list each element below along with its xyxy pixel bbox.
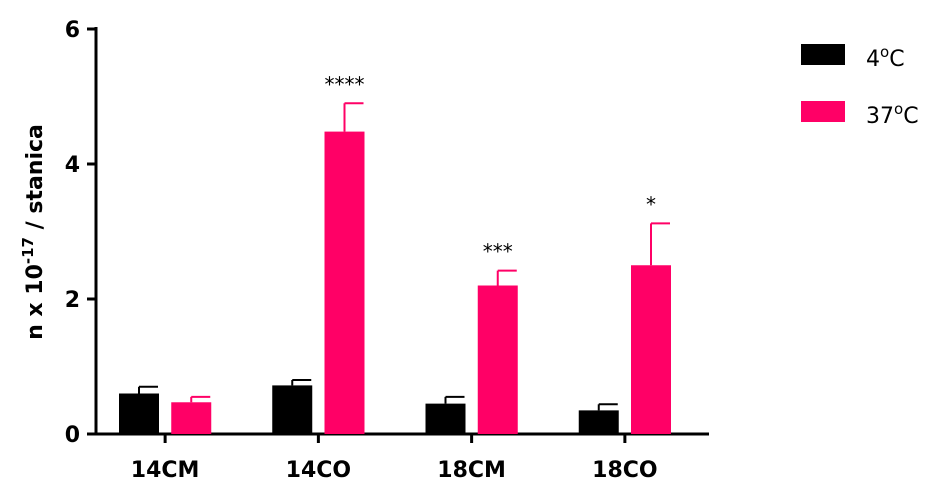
bar-18cm-37c <box>478 286 518 435</box>
legend: 4oC 37oC <box>801 43 919 129</box>
legend-label-37c-base: 37 <box>866 104 894 129</box>
bar-14cm-4c <box>119 394 159 435</box>
legend-label-37c-unit: C <box>903 104 918 129</box>
legend-label-4c-base: 4 <box>866 47 880 72</box>
x-tick-label-18cm: 18CM <box>437 458 506 483</box>
bar-14cm-37c <box>171 402 211 434</box>
y-axis-label-exponent: -17 <box>19 237 37 264</box>
legend-label-37c-sup: o <box>894 100 903 118</box>
significance-label-18co: * <box>646 192 656 216</box>
x-tick-label-14cm: 14CM <box>131 458 200 483</box>
significance-label-14co: **** <box>325 72 365 96</box>
legend-label-4c: 4oC <box>866 43 905 72</box>
bar-18co-37c <box>631 265 671 434</box>
bar-18co-4c <box>579 410 619 434</box>
legend-swatch-37c <box>801 101 845 122</box>
bar-18cm-4c <box>426 404 466 434</box>
legend-label-4c-unit: C <box>889 47 904 72</box>
legend-label-4c-sup: o <box>880 43 889 61</box>
significance-label-18cm: *** <box>483 240 513 264</box>
bar-14co-37c <box>325 132 365 434</box>
x-tick-label-14co: 14CO <box>286 458 351 483</box>
y-axis-label-prefix: n x 10 <box>23 264 48 340</box>
y-tick-label-2: 2 <box>65 288 80 313</box>
y-axis-label: n x 10-17 / stanica <box>19 124 48 340</box>
y-tick-label-4: 4 <box>65 153 80 178</box>
plot-area: 0 2 4 6 14CM 14CO **** 18CM *** 18CO * <box>65 18 709 483</box>
y-axis-label-suffix: / stanica <box>23 124 48 237</box>
x-tick-label-18co: 18CO <box>592 458 657 483</box>
y-tick-label-0: 0 <box>65 423 80 448</box>
legend-swatch-4c <box>801 44 845 65</box>
bar-14co-4c <box>272 385 312 434</box>
y-tick-label-6: 6 <box>65 18 80 43</box>
legend-label-37c: 37oC <box>866 100 919 129</box>
